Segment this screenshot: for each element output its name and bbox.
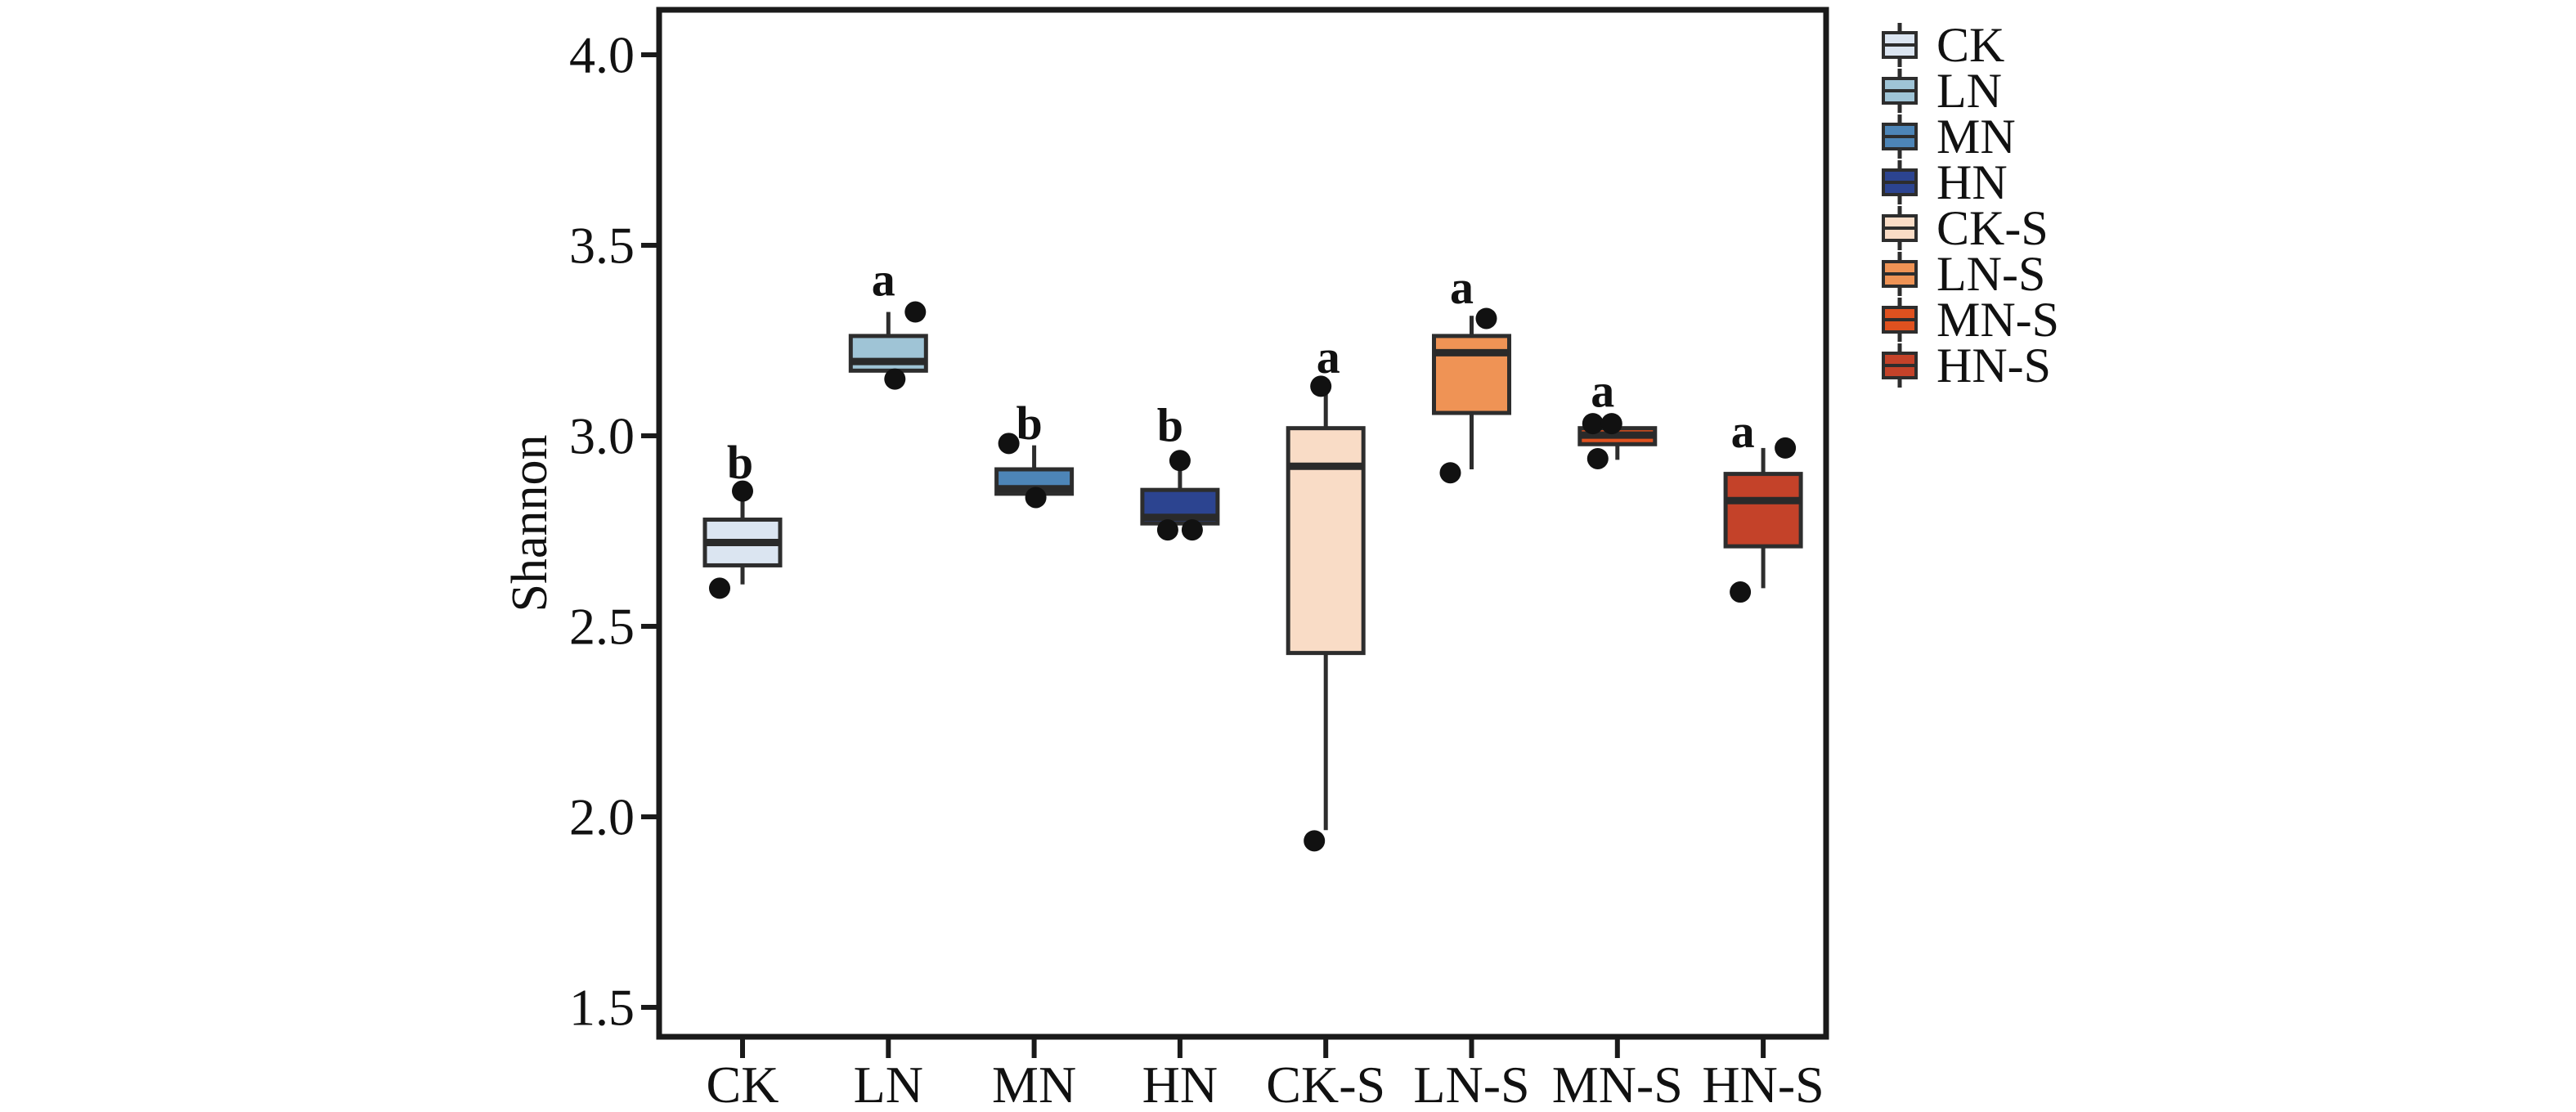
data-point-dot-MN — [1025, 486, 1047, 509]
legend-label-HN-S: HN-S — [1936, 339, 2051, 392]
x-tick-label: CK — [707, 1056, 779, 1112]
x-tick-label: MN-S — [1552, 1056, 1683, 1112]
data-point-dot-LN — [884, 368, 906, 390]
data-point-dot-CK-S — [1304, 830, 1326, 852]
y-tick-label: 2.0 — [569, 788, 635, 846]
data-point-dot-CK-S — [1310, 375, 1332, 397]
data-point-dot-HN-S — [1730, 581, 1752, 603]
legend-label-LN: LN — [1936, 64, 2002, 118]
significance-letter-HN: b — [1157, 398, 1183, 451]
plot-frame — [656, 7, 1829, 1040]
data-point-dot-MN-S — [1600, 413, 1622, 435]
data-point-dot-CK — [709, 577, 730, 599]
box-LN — [848, 334, 928, 373]
box-LN-S — [1432, 334, 1511, 415]
data-point-dot-HN — [1181, 519, 1203, 541]
data-point-dot-HN-S — [1775, 437, 1797, 459]
legend-label-MN: MN — [1936, 110, 2016, 164]
legend-label-LN-S: LN-S — [1936, 247, 2045, 301]
y-tick-label: 1.5 — [569, 979, 635, 1037]
significance-letter-LN: a — [872, 253, 895, 306]
x-tick-label: HN-S — [1702, 1056, 1824, 1112]
x-tick-label: LN-S — [1413, 1056, 1529, 1112]
box-CK-S — [1286, 426, 1366, 656]
x-tick-label: MN — [992, 1056, 1076, 1112]
x-tick-label: LN — [854, 1056, 923, 1112]
significance-letter-CK: b — [727, 436, 753, 489]
significance-letter-LN-S: a — [1450, 261, 1474, 314]
x-tick-label: CK-S — [1266, 1056, 1385, 1112]
significance-letter-CK-S: a — [1317, 330, 1340, 383]
box-HN-S — [1723, 472, 1803, 549]
data-point-dot-HN — [1156, 519, 1178, 541]
data-point-dot-LN-S — [1439, 462, 1461, 484]
significance-letter-MN-S: a — [1591, 365, 1614, 418]
data-point-dot-LN-S — [1475, 307, 1497, 330]
data-point-dot-MN — [998, 433, 1020, 455]
significance-letter-MN: b — [1016, 397, 1042, 450]
significance-letter-HN-S: a — [1731, 405, 1755, 458]
y-tick-label: 3.5 — [569, 217, 635, 275]
y-tick-label: 4.0 — [569, 26, 635, 84]
legend-label-CK-S: CK-S — [1936, 201, 2049, 255]
legend-label-CK: CK — [1936, 18, 2004, 72]
legend-label-HN: HN — [1936, 155, 2008, 209]
y-axis-title: Shannon — [502, 435, 558, 612]
data-point-dot-MN-S — [1582, 413, 1604, 435]
y-tick-label: 3.0 — [569, 407, 635, 465]
data-point-dot-HN — [1169, 450, 1191, 472]
data-point-dot-MN-S — [1586, 447, 1609, 469]
legend-label-MN-S: MN-S — [1936, 293, 2059, 347]
data-point-dot-LN — [904, 301, 927, 323]
data-point-dot-CK — [732, 480, 753, 502]
y-tick-label: 2.5 — [569, 598, 635, 656]
x-tick-label: HN — [1142, 1056, 1218, 1112]
